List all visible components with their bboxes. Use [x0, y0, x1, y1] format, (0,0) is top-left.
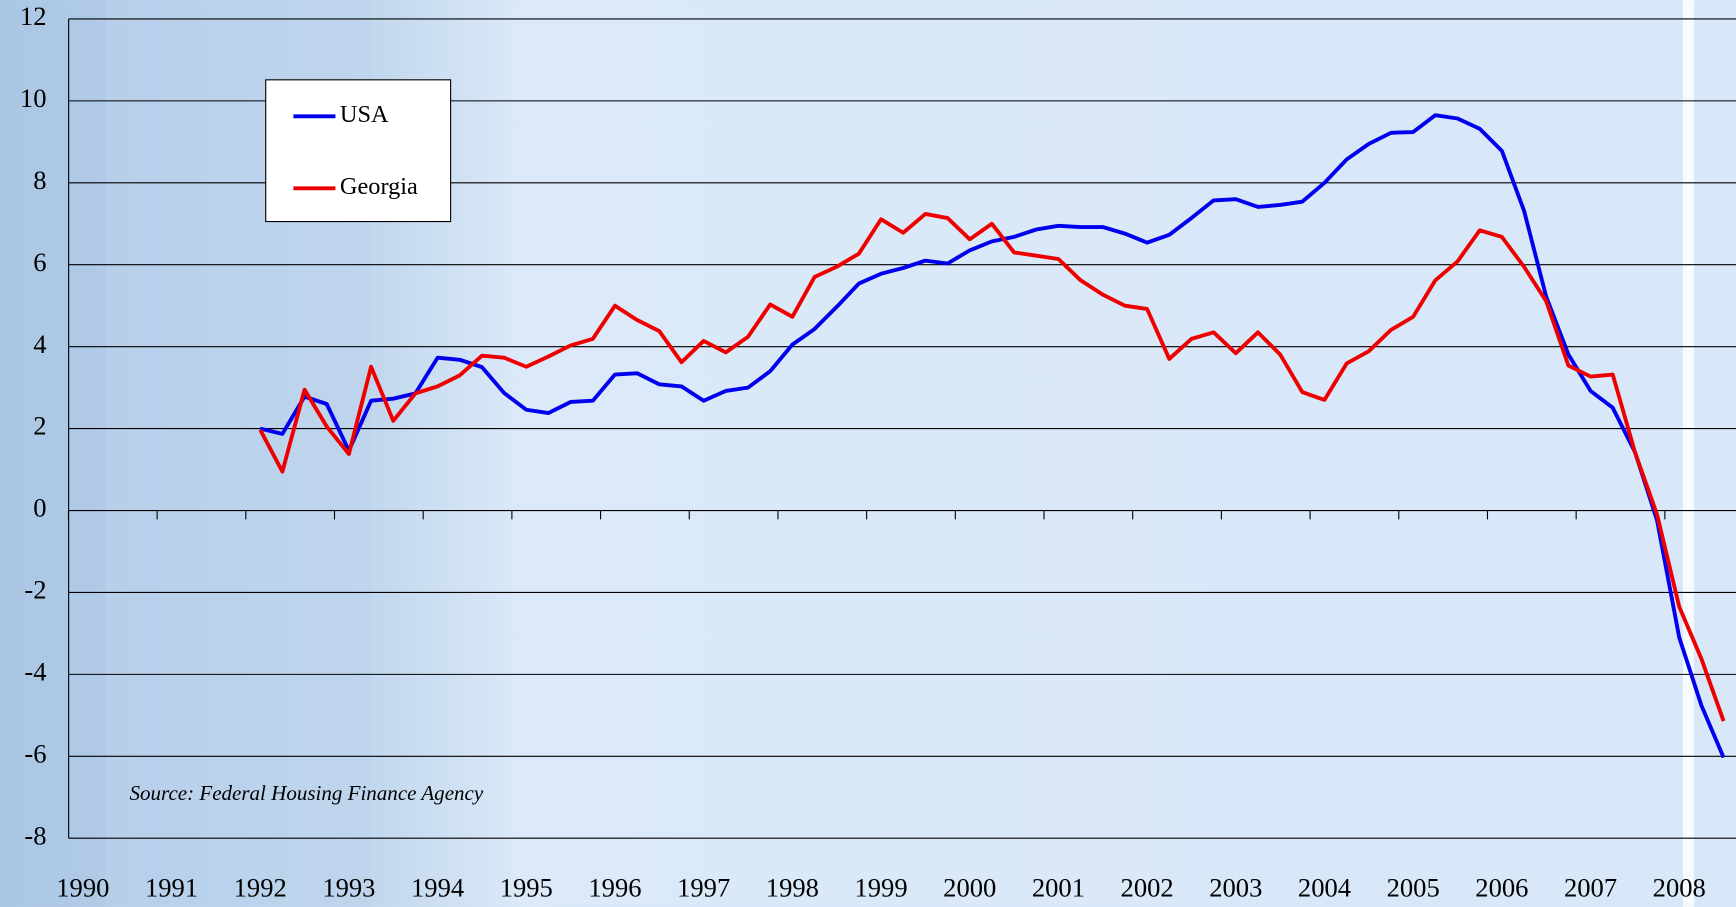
legend: USA Georgia — [265, 79, 452, 223]
x-tick-label: 1996 — [588, 872, 641, 902]
x-tick-label: 2005 — [1387, 872, 1440, 902]
x-tick-label: 2002 — [1121, 872, 1174, 902]
legend-label: USA — [340, 101, 389, 128]
x-tick-label: 2001 — [1032, 872, 1085, 902]
legend-box — [265, 79, 452, 223]
x-tick-label: 2004 — [1298, 872, 1351, 902]
x-tick-label: 1997 — [677, 872, 730, 902]
y-tick-label: 2 — [33, 411, 46, 441]
series-line — [259, 113, 1726, 759]
x-tick-label: 2003 — [1209, 872, 1262, 902]
x-tick-label: 1992 — [234, 872, 287, 902]
x-tick-label: 2006 — [1475, 872, 1528, 902]
x-tick-label: 1998 — [766, 872, 819, 902]
y-tick-label: 0 — [33, 493, 46, 523]
y-tick-label: -6 — [24, 738, 46, 768]
series-line — [258, 211, 1726, 722]
y-tick-label: 8 — [33, 165, 46, 195]
x-tick-label: 2008 — [1653, 872, 1706, 902]
edge-decoration — [1682, 0, 1694, 907]
y-tick-label: 10 — [20, 83, 47, 113]
y-tick-label: -8 — [24, 820, 46, 850]
y-tick-label: 12 — [20, 1, 47, 31]
y-tick-label: -2 — [24, 575, 46, 605]
y-tick-label: 4 — [33, 329, 46, 359]
x-tick-label: 2007 — [1564, 872, 1617, 902]
x-tick-label: 1993 — [322, 872, 375, 902]
y-tick-label: -4 — [24, 656, 46, 686]
x-tick-label: 1991 — [145, 872, 198, 902]
x-tick-label: 2000 — [943, 872, 996, 902]
source-note: Source: Federal Housing Finance Agency — [130, 781, 484, 805]
x-tick-label: 1995 — [500, 872, 553, 902]
y-tick-label: 6 — [33, 247, 46, 277]
legend-label: Georgia — [340, 173, 418, 200]
x-tick-label: 1994 — [411, 872, 464, 902]
x-tick-label: 1990 — [56, 872, 109, 902]
x-tick-label: 1999 — [854, 872, 907, 902]
